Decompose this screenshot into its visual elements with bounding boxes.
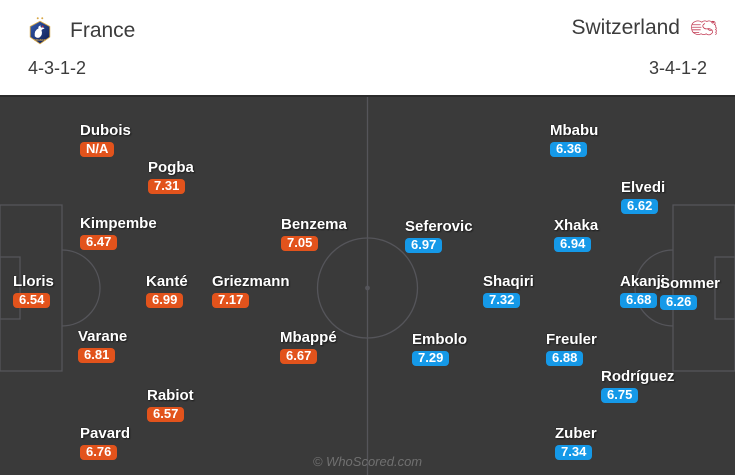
svg-text:FRANCE: FRANCE: [34, 38, 45, 42]
